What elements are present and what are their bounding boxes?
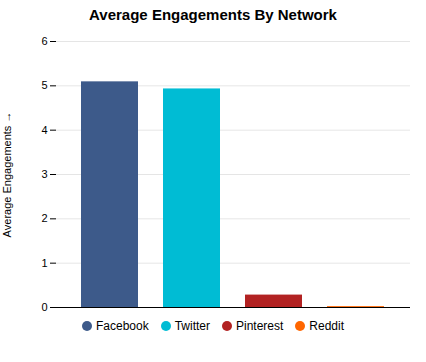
html-text:Pinterest: Pinterest bbox=[236, 319, 284, 333]
svg-text:0: 0 bbox=[41, 301, 47, 313]
svg-text:1: 1 bbox=[41, 257, 47, 269]
svg-text:4: 4 bbox=[41, 124, 47, 136]
svg-text:Average Engagements →: Average Engagements → bbox=[1, 112, 13, 238]
svg-text:2: 2 bbox=[41, 212, 47, 224]
svg-text:3: 3 bbox=[41, 168, 47, 180]
html-text:Twitter: Twitter bbox=[174, 319, 210, 333]
svg-text:5: 5 bbox=[41, 79, 47, 91]
html-text:Reddit: Reddit bbox=[309, 319, 344, 333]
html-text:Facebook: Facebook bbox=[96, 319, 149, 333]
html-text:Average Engagements By Network: Average Engagements By Network bbox=[89, 6, 337, 23]
svg-text:6: 6 bbox=[41, 35, 47, 47]
